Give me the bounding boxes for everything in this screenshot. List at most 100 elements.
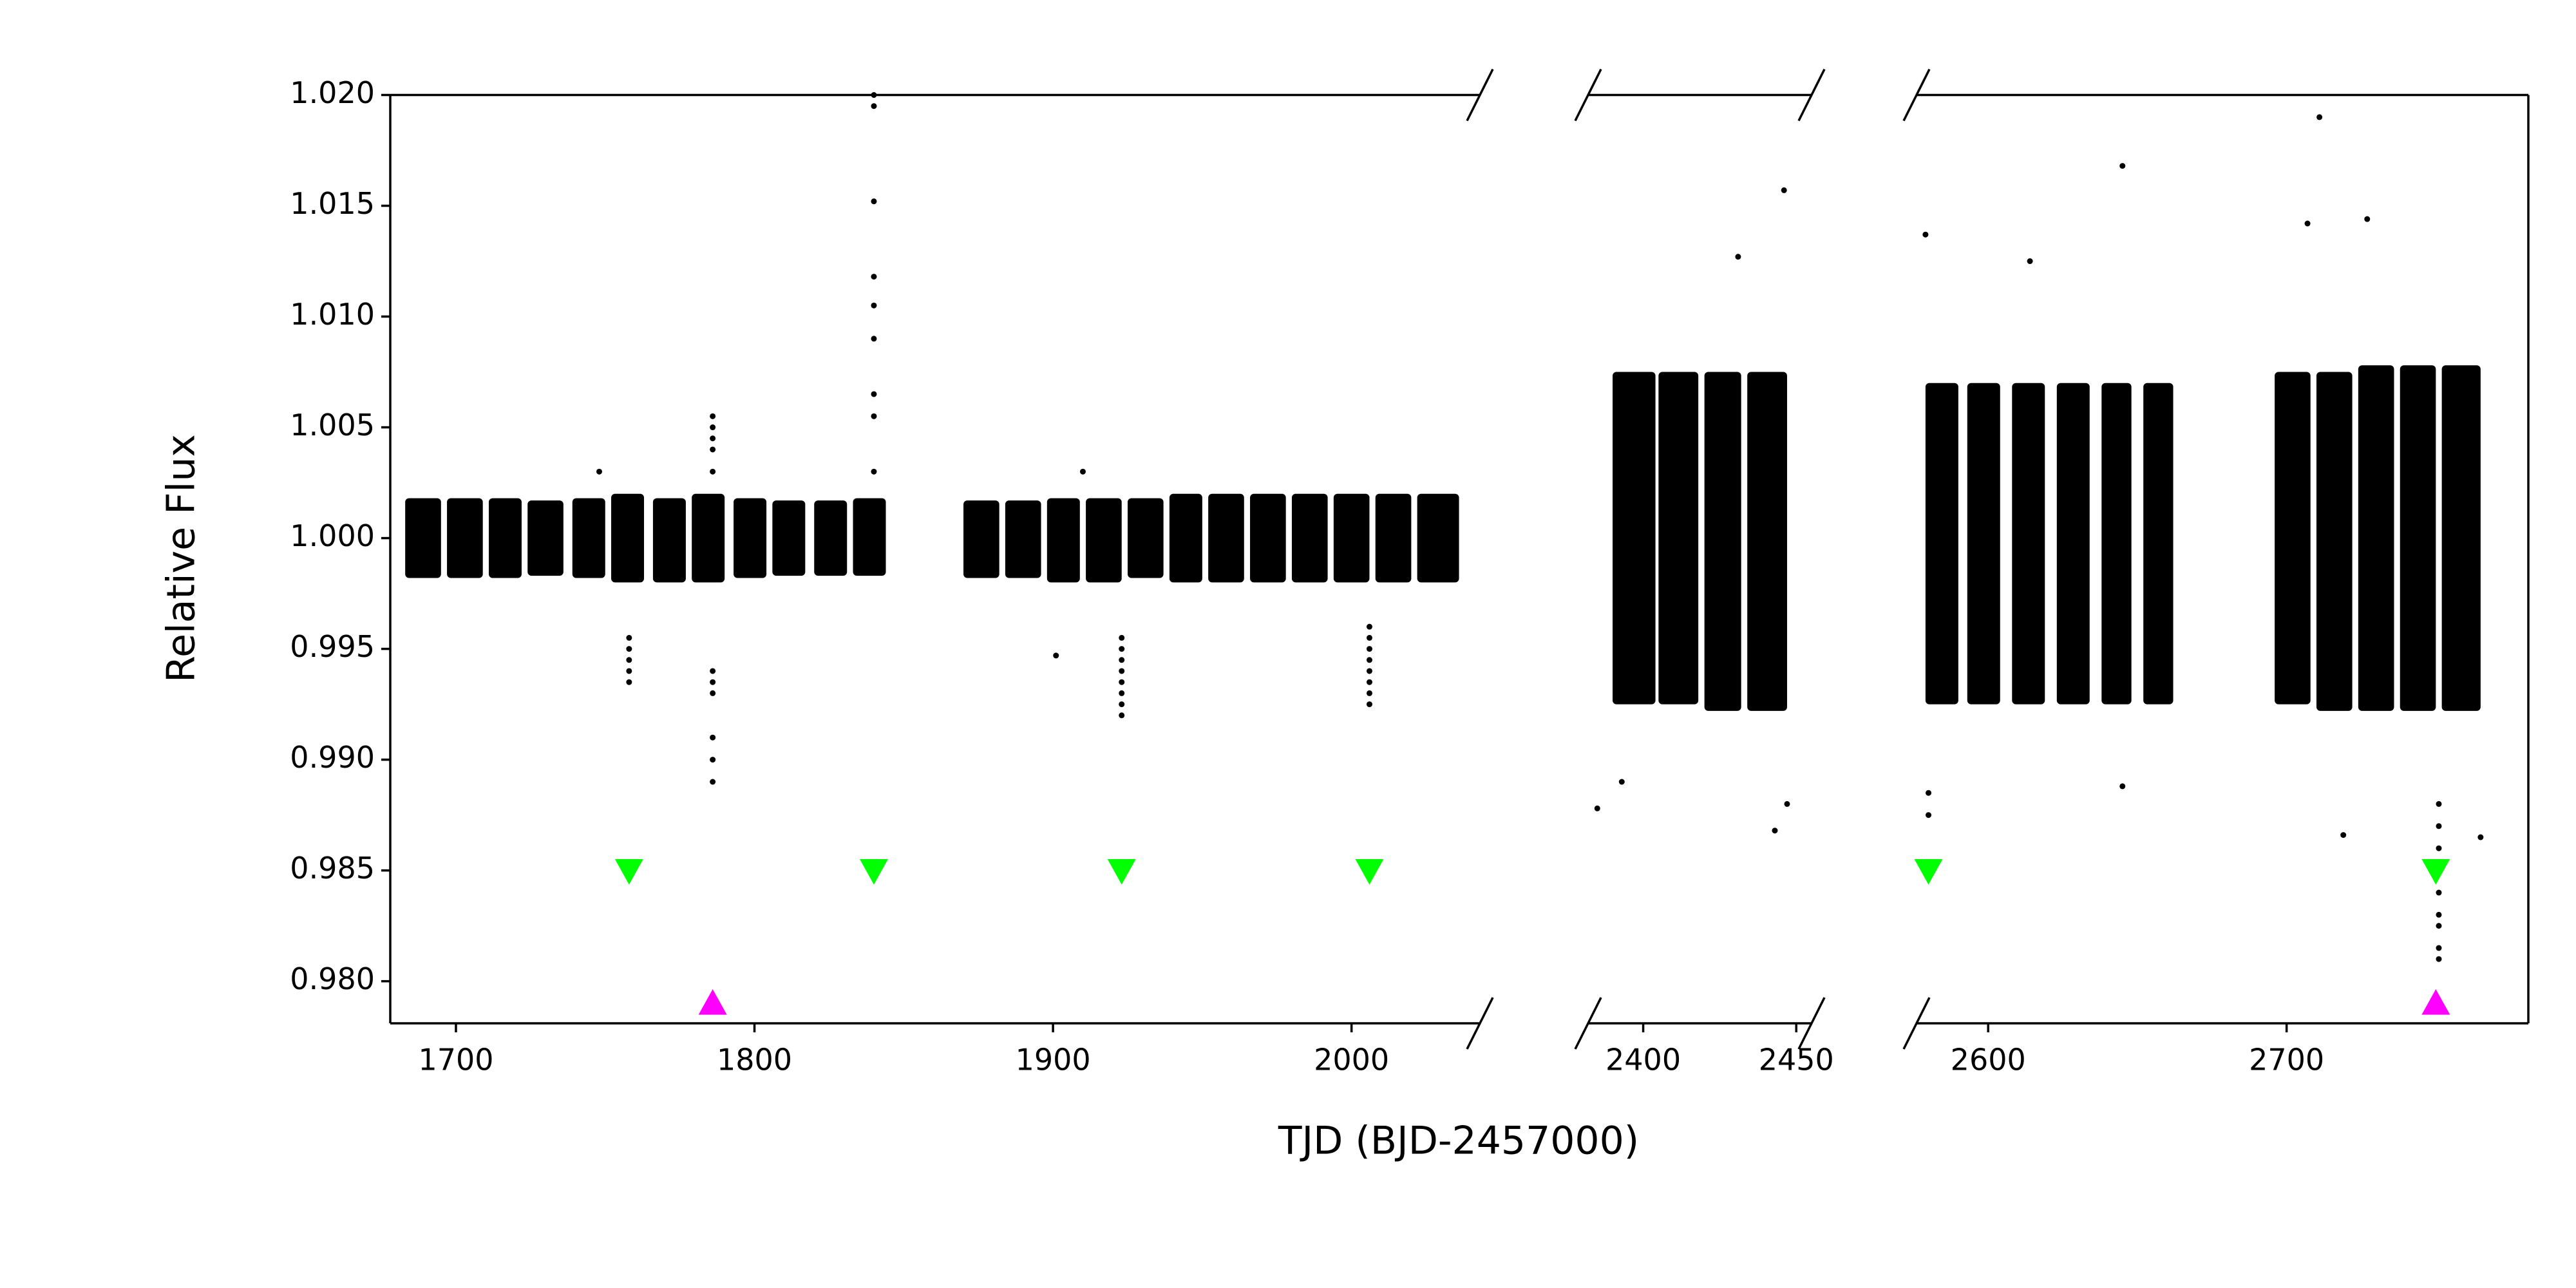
flux-cloud	[527, 500, 564, 576]
axis-break	[1797, 997, 1826, 1050]
data-point	[1119, 679, 1125, 685]
flux-cloud	[1375, 493, 1412, 583]
y-tick-label: 0.985	[290, 851, 375, 886]
data-point	[1079, 468, 1086, 475]
data-point	[1366, 657, 1372, 663]
data-point	[1366, 690, 1372, 696]
data-point	[1119, 690, 1125, 696]
x-tick-label: 2000	[1314, 1043, 1389, 1077]
x-tick-label: 2450	[1759, 1043, 1834, 1077]
data-point	[1119, 646, 1125, 652]
data-point	[710, 757, 716, 763]
data-point	[1366, 701, 1372, 708]
flux-cloud	[2143, 383, 2174, 705]
data-point	[871, 413, 877, 419]
data-point	[1053, 652, 1059, 659]
flux-cloud	[1208, 493, 1244, 583]
flux-cloud	[1127, 498, 1164, 578]
data-point	[871, 391, 877, 397]
flux-cloud	[1169, 493, 1202, 583]
flux-cloud	[2358, 365, 2394, 711]
transit-marker	[1914, 859, 1943, 885]
y-tick-label: 1.010	[290, 297, 375, 332]
data-point	[2340, 832, 2347, 838]
data-point	[1366, 646, 1372, 652]
axis-break	[1574, 997, 1602, 1050]
flux-cloud	[734, 498, 767, 578]
flux-cloud	[1613, 372, 1656, 705]
data-point	[871, 198, 877, 205]
flux-cloud	[1417, 493, 1459, 583]
flux-cloud	[611, 493, 645, 583]
flux-cloud	[1333, 493, 1370, 583]
flux-cloud	[1967, 383, 2000, 705]
flux-cloud	[1291, 493, 1328, 583]
data-point	[626, 646, 632, 652]
data-point	[2436, 800, 2442, 807]
data-point	[871, 336, 877, 342]
data-point	[710, 668, 716, 674]
event-marker	[698, 989, 727, 1015]
flux-cloud	[2101, 383, 2132, 705]
data-point	[596, 468, 602, 475]
data-point	[871, 103, 877, 109]
transit-marker	[1107, 859, 1136, 885]
x-tick-label: 1800	[717, 1043, 792, 1077]
flux-cloud	[963, 500, 999, 578]
data-point	[2477, 834, 2484, 840]
data-point	[1784, 800, 1790, 807]
flux-cloud	[488, 498, 522, 578]
data-point	[2436, 945, 2442, 951]
transit-marker	[859, 859, 888, 885]
x-tick-label: 2600	[1951, 1043, 2026, 1077]
axis-break	[1466, 997, 1494, 1050]
flux-cloud	[772, 500, 806, 576]
y-tick-label: 1.005	[290, 408, 375, 442]
data-point	[2436, 845, 2442, 851]
data-point	[871, 468, 877, 475]
axis-break	[1902, 997, 1931, 1050]
axis-break	[1797, 68, 1826, 122]
flux-cloud	[405, 498, 441, 578]
data-point	[2304, 220, 2311, 227]
data-point	[1119, 657, 1125, 663]
data-point	[1366, 668, 1372, 674]
data-point	[1735, 254, 1741, 260]
flux-cloud	[1925, 383, 1958, 705]
data-point	[1119, 712, 1125, 719]
data-point	[1926, 790, 1932, 796]
data-point	[1926, 812, 1932, 819]
data-point	[710, 424, 716, 431]
data-point	[1922, 231, 1929, 238]
data-point	[1366, 634, 1372, 641]
data-point	[1618, 779, 1625, 785]
data-point	[1119, 701, 1125, 708]
data-point	[2316, 114, 2323, 120]
y-axis-label: Relative Flux	[159, 434, 204, 683]
data-point	[710, 468, 716, 475]
data-point	[710, 413, 716, 419]
data-point	[1119, 668, 1125, 674]
flux-cloud	[572, 498, 605, 578]
flux-cloud	[1747, 372, 1787, 711]
flux-cloud	[814, 500, 848, 576]
data-point	[2436, 889, 2442, 896]
data-point	[1366, 623, 1372, 630]
data-point	[710, 679, 716, 685]
flux-cloud	[1704, 372, 1741, 711]
data-point	[871, 274, 877, 280]
data-point	[710, 779, 716, 785]
data-point	[626, 668, 632, 674]
flux-cloud	[2056, 383, 2090, 705]
flux-cloud	[1005, 500, 1041, 578]
data-point	[871, 92, 877, 98]
event-marker	[2421, 989, 2450, 1015]
transit-marker	[2421, 859, 2450, 885]
data-point	[710, 435, 716, 442]
axis-break	[1466, 68, 1494, 122]
data-point	[710, 734, 716, 741]
flux-cloud	[2400, 365, 2436, 711]
flux-cloud	[1046, 498, 1080, 583]
y-tick-label: 0.990	[290, 740, 375, 775]
flux-cloud	[1658, 372, 1699, 705]
